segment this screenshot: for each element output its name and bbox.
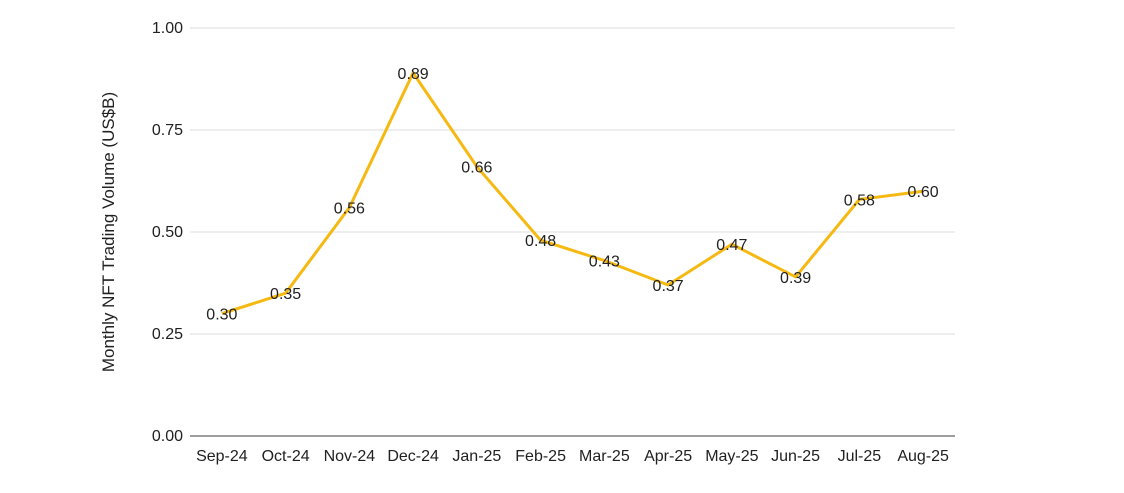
x-tick-label: Nov-24 <box>324 448 376 465</box>
point-value-label: 0.43 <box>589 254 620 271</box>
x-tick-label: Oct-24 <box>262 448 310 465</box>
x-tick-label: Dec-24 <box>387 448 439 465</box>
data-labels-layer: 0.30 0.35 0.56 0.89 0.66 0.48 0.43 0.37 0.47 0.39… <box>206 66 938 324</box>
gridlines-layer <box>190 27 955 437</box>
x-tick-label: Mar-25 <box>579 448 630 465</box>
x-tick-label: May-25 <box>705 448 758 465</box>
point-value-label: 0.39 <box>780 270 811 287</box>
axis-labels-layer: 0.00 0.25 0.50 0.75 1.00 Sep-24 Oct-24 Nov-24 De… <box>152 20 949 465</box>
point-value-label: 0.48 <box>525 233 556 250</box>
y-axis-title: Monthly NFT Trading Volume (US$B) <box>99 92 118 372</box>
line-series-layer <box>221 69 924 316</box>
point-value-label: 0.30 <box>206 307 237 324</box>
point-value-label: 0.66 <box>461 160 492 177</box>
point-value-label: 0.37 <box>653 278 684 295</box>
point-value-label: 0.60 <box>908 184 939 201</box>
trading-volume-line <box>221 69 924 316</box>
point-value-label: 0.89 <box>398 66 429 83</box>
x-tick-label: Aug-25 <box>897 448 949 465</box>
x-tick-label: Jun-25 <box>771 448 820 465</box>
point-value-label: 0.56 <box>334 201 365 218</box>
x-tick-label: Jul-25 <box>838 448 882 465</box>
y-tick-label: 0.00 <box>152 428 183 445</box>
x-tick-label: Feb-25 <box>515 448 566 465</box>
point-value-label: 0.58 <box>844 192 875 209</box>
x-tick-label: Sep-24 <box>196 448 248 465</box>
y-tick-label: 0.50 <box>152 224 183 241</box>
y-tick-label: 1.00 <box>152 20 183 37</box>
x-tick-label: Jan-25 <box>452 448 501 465</box>
y-tick-label: 0.25 <box>152 326 183 343</box>
point-value-label: 0.47 <box>716 237 747 254</box>
x-tick-label: Apr-25 <box>644 448 692 465</box>
point-value-label: 0.35 <box>270 286 301 303</box>
y-tick-label: 0.75 <box>152 122 183 139</box>
